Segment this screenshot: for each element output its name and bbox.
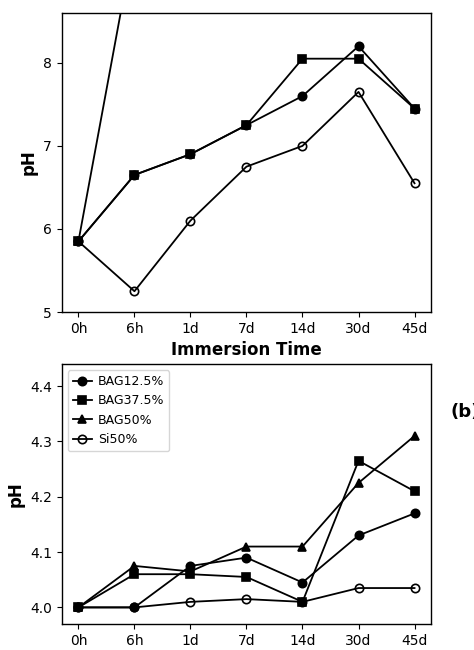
Legend: BAG12.5%, BAG37.5%, BAG50%, Si50%: BAG12.5%, BAG37.5%, BAG50%, Si50% [68,370,169,451]
BAG12.5% [300,578,305,586]
BAG50% [356,479,361,487]
Si50% [300,142,305,150]
BAG37.5% [75,603,81,611]
Y-axis label: pH: pH [6,481,24,507]
BAG12.5% [75,237,81,245]
BAG37.5% [188,150,193,158]
BAG37.5% [132,171,137,179]
BAG12.5% [132,171,137,179]
Text: (b): (b) [450,403,474,421]
BAG37.5% [412,105,418,112]
BAG12.5% [412,510,418,517]
Si50% [356,584,361,592]
BAG12.5% [244,554,249,562]
BAG50% [75,237,81,245]
BAG37.5% [75,237,81,245]
Si50% [75,237,81,245]
BAG50% [132,562,137,570]
BAG37.5% [244,121,249,129]
BAG50% [412,432,418,440]
BAG12.5% [300,92,305,100]
BAG50% [75,603,81,611]
BAG12.5% [356,42,361,50]
BAG12.5% [356,532,361,539]
BAG50% [188,567,193,575]
Si50% [356,88,361,96]
X-axis label: Immersion Time: Immersion Time [171,341,322,359]
BAG37.5% [356,457,361,465]
BAG50% [300,543,305,551]
Si50% [412,584,418,592]
Si50% [132,287,137,295]
Si50% [132,603,137,611]
BAG12.5% [188,150,193,158]
BAG37.5% [188,570,193,578]
BAG37.5% [132,570,137,578]
Si50% [412,179,418,187]
Si50% [75,603,81,611]
BAG37.5% [412,488,418,495]
BAG37.5% [300,598,305,606]
BAG12.5% [188,562,193,570]
Si50% [188,216,193,224]
BAG37.5% [300,55,305,62]
Y-axis label: pH: pH [19,150,37,176]
BAG37.5% [356,55,361,62]
BAG50% [244,543,249,551]
Line: Si50%: Si50% [74,88,419,295]
BAG12.5% [75,603,81,611]
Line: BAG12.5%: BAG12.5% [74,509,419,612]
BAG12.5% [132,603,137,611]
Si50% [244,162,249,170]
Line: Si50%: Si50% [74,584,419,612]
BAG12.5% [244,121,249,129]
Si50% [244,595,249,603]
BAG37.5% [244,573,249,581]
Si50% [188,598,193,606]
Si50% [300,598,305,606]
Line: BAG37.5%: BAG37.5% [74,457,419,612]
Line: BAG50%: BAG50% [74,0,419,246]
Line: BAG12.5%: BAG12.5% [74,42,419,246]
Line: BAG50%: BAG50% [74,432,419,612]
BAG12.5% [412,105,418,112]
Line: BAG37.5%: BAG37.5% [74,55,419,246]
